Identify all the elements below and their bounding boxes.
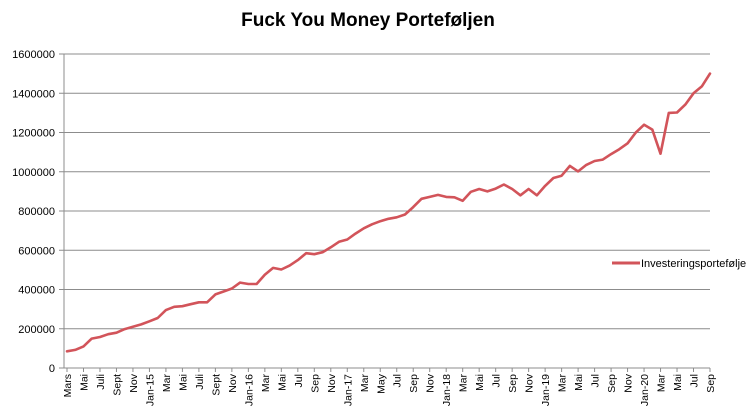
- x-tick-label: Nov: [524, 373, 536, 392]
- y-axis: 0 200000 400000 600000 800000 1000000 1200000 1…: [12, 49, 65, 375]
- x-tick-label: Sep: [705, 374, 717, 393]
- y-tick-label: 400000: [18, 285, 55, 297]
- y-tick-label: 1600000: [12, 49, 55, 61]
- y-tick-label: 0: [49, 363, 55, 375]
- x-tick-label: Jan-15: [144, 374, 156, 406]
- series: [65, 72, 712, 353]
- x-tick-label: Mar: [557, 374, 569, 393]
- x-tick-label: Sep: [606, 374, 618, 393]
- x-tick-label: Mai: [177, 374, 189, 391]
- x-tick-label: Jul: [392, 374, 404, 387]
- x-tick-label: Sep: [507, 374, 519, 393]
- y-tick-label: 800000: [18, 206, 55, 218]
- x-tick-label: Juli: [95, 374, 107, 390]
- x-tick-label: Mai: [573, 374, 585, 391]
- x-tick-label: Mai: [276, 374, 288, 391]
- x-tick-label: Nov: [623, 373, 635, 392]
- x-tick-label: Sep: [408, 374, 420, 393]
- x-tick-label: Jul: [293, 374, 305, 387]
- legend: Investeringsportefølje: [612, 258, 746, 270]
- x-tick-label: Jan-18: [441, 374, 453, 406]
- y-tick-label: 200000: [18, 324, 55, 336]
- x-tick-label: Mars: [62, 374, 74, 397]
- x-tick-label: Sep: [309, 374, 321, 393]
- x-tick-label: Mar: [161, 374, 173, 393]
- x-tick-label: Jul: [491, 374, 503, 387]
- y-tick-label: 1000000: [12, 167, 55, 179]
- x-tick-label: Jan-17: [342, 374, 354, 406]
- x-tick-label: Mai: [672, 374, 684, 391]
- x-tick-label: Mar: [260, 374, 272, 393]
- x-tick-label: Sept: [210, 374, 222, 396]
- gridlines: [64, 53, 710, 369]
- x-tick-label: Nov: [425, 373, 437, 392]
- chart-title: Fuck You Money Porteføljen: [241, 10, 495, 31]
- series-line: [65, 72, 712, 353]
- x-tick-label: Nov: [227, 373, 239, 392]
- y-tick-label: 1400000: [12, 88, 55, 100]
- x-tick-label: Jan-19: [540, 374, 552, 406]
- legend-label: Investeringsportefølje: [641, 258, 746, 270]
- x-tick-label: Mar: [458, 374, 470, 393]
- x-tick-label: Jul: [689, 374, 701, 387]
- y-tick-label: 600000: [18, 245, 55, 257]
- y-tick-label: 1200000: [12, 128, 55, 140]
- x-tick-label: Nov: [128, 373, 140, 392]
- x-tick-label: Jul: [590, 374, 602, 387]
- x-axis: Mars Mai Juli Sept Nov Jan-15 Mar Mai Juli Sept No…: [62, 368, 717, 406]
- x-tick-label: Jan-20: [639, 374, 651, 406]
- x-tick-label: Mai: [474, 374, 486, 391]
- x-tick-label: Mar: [359, 374, 371, 393]
- x-tick-label: Jan-16: [243, 374, 255, 406]
- x-tick-label: Mai: [78, 374, 90, 391]
- x-tick-label: Juli: [194, 374, 206, 390]
- x-tick-label: Mar: [656, 374, 668, 393]
- x-tick-label: May: [375, 373, 387, 394]
- x-tick-label: Sept: [111, 374, 123, 396]
- x-tick-label: Nov: [326, 373, 338, 392]
